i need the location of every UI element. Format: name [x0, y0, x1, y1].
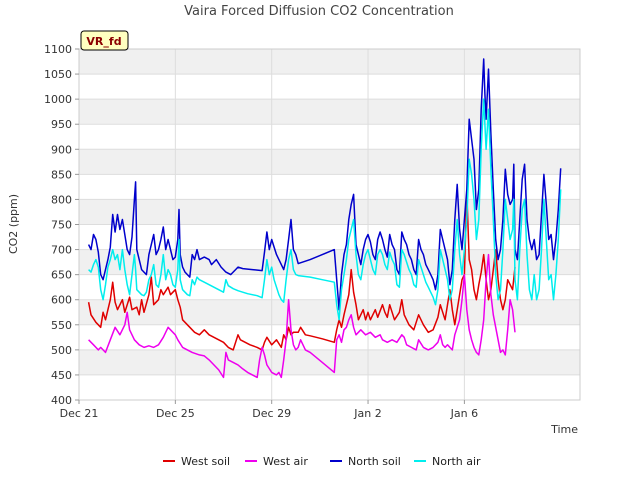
legend-label-north-air: North air [432, 455, 481, 468]
series-group [87, 58, 562, 379]
plot-band [79, 299, 580, 325]
y-tick-label: 700 [51, 244, 72, 257]
y-axis-title: CO2 (ppm) [7, 194, 20, 254]
legend: West soil West air North soil North air [163, 455, 481, 468]
plot-band [79, 374, 580, 400]
site-badge: VR_fd [80, 30, 129, 51]
plot-band [79, 324, 580, 350]
legend-label-north-soil: North soil [348, 455, 401, 468]
y-tick-label: 1100 [44, 43, 72, 56]
legend-label-west-soil: West soil [181, 455, 230, 468]
y-tick-label: 450 [51, 369, 72, 382]
x-axis-title: Time [550, 423, 578, 436]
site-badge-label: VR_fd [86, 35, 121, 48]
plot-band [79, 199, 580, 225]
y-axis-ticks: 400 450 500 550 600 650 700 750 800 850 900 950 1000… [44, 43, 79, 407]
y-tick-label: 650 [51, 269, 72, 282]
plot-band [79, 174, 580, 200]
plot-band [79, 274, 580, 300]
y-tick-label: 750 [51, 219, 72, 232]
y-tick-label: 900 [51, 143, 72, 156]
y-tick-label: 500 [51, 344, 72, 357]
plot-background [79, 49, 580, 400]
series-line-north-air [88, 98, 562, 321]
y-tick-label: 1050 [44, 68, 72, 81]
y-tick-label: 950 [51, 118, 72, 131]
x-axis-ticks: Dec 21 Dec 25 Dec 29 Jan 2 Jan 6 [60, 400, 478, 420]
plot-band [79, 74, 580, 100]
legend-label-west-air: West air [263, 455, 308, 468]
series-line-west-soil [87, 191, 516, 351]
y-tick-label: 400 [51, 394, 72, 407]
y-tick-label: 600 [51, 294, 72, 307]
plot-band [79, 149, 580, 175]
chart-title: Vaira Forced Diffusion CO2 Concentration [184, 4, 454, 19]
plot-band [79, 99, 580, 125]
plot-band [79, 349, 580, 375]
plot-band [79, 124, 580, 150]
x-tick-label: Dec 21 [60, 407, 99, 420]
y-tick-label: 1000 [44, 93, 72, 106]
series-line-west-air [88, 253, 516, 379]
site-badge-box [80, 30, 129, 51]
x-tick-label: Jan 6 [450, 407, 478, 420]
y-tick-label: 800 [51, 193, 72, 206]
plot-band [79, 49, 580, 75]
x-tick-label: Jan 2 [353, 407, 381, 420]
y-tick-label: 850 [51, 168, 72, 181]
x-tick-label: Dec 25 [156, 407, 195, 420]
y-tick-label: 550 [51, 319, 72, 332]
x-tick-label: Dec 29 [252, 407, 291, 420]
